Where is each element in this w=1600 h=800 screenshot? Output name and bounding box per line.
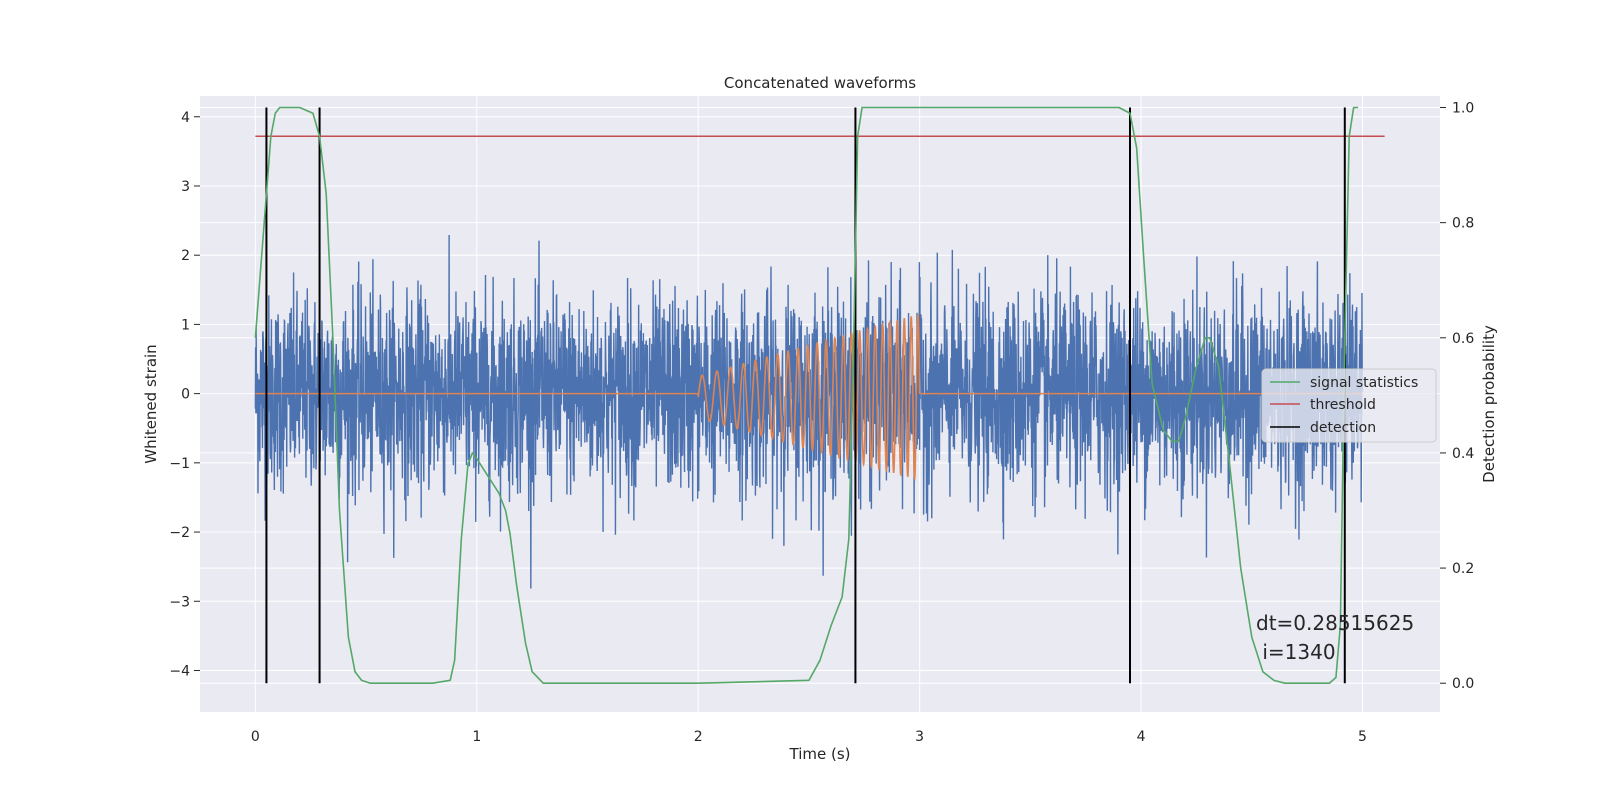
y-axis-label-left: Whitened strain (142, 344, 160, 463)
y-right-tick-label: 0.0 (1452, 676, 1474, 692)
series-whitened-strain (254, 234, 1364, 589)
series-signal-statistics (254, 106, 1359, 685)
chart-title: Concatenated waveforms (724, 74, 916, 92)
y-left-tick-label: 1 (181, 317, 190, 333)
x-tick-label: 2 (694, 729, 703, 745)
legend-label-signal-statistics: signal statistics (1310, 375, 1418, 391)
y-left-tick-label: 0 (181, 387, 190, 403)
y-left-tick-label: −4 (169, 663, 190, 679)
y-left-tick-label: 4 (181, 110, 190, 126)
y-left-tick-label: −2 (169, 525, 190, 541)
y-left-tick-label: 3 (181, 179, 190, 195)
y-left-tick-label: 2 (181, 248, 190, 264)
x-tick-label: 4 (1137, 729, 1146, 745)
y-left-tick-label: −3 (169, 594, 190, 610)
legend-label-detection: detection (1310, 420, 1376, 436)
y-right-tick-label: 0.6 (1452, 331, 1474, 347)
y-right-tick-label: 0.8 (1452, 216, 1474, 232)
y-right-tick-label: 0.4 (1452, 446, 1474, 462)
x-tick-labels: 0 1 2 3 4 5 (251, 729, 1367, 745)
legend-box (1261, 368, 1437, 443)
grid-y-right (200, 107, 1440, 684)
annotation-dt: dt=0.28515625 (1256, 611, 1414, 635)
legend: signal statistics threshold detection (1261, 368, 1437, 443)
plot-series (254, 106, 1385, 685)
series-injected-signal (255, 314, 1363, 482)
y-left-tick-label: −1 (169, 456, 190, 472)
x-axis-label: Time (s) (789, 745, 851, 763)
y-left-tick-labels: −4 −3 −2 −1 0 1 2 3 4 (169, 110, 200, 679)
x-tick-label: 0 (251, 729, 260, 745)
y-right-tick-labels: 0.0 0.2 0.4 0.6 0.8 1.0 (1440, 101, 1474, 692)
y-axis-label-right: Detection probability (1480, 325, 1498, 483)
x-tick-label: 3 (915, 729, 924, 745)
y-right-tick-label: 1.0 (1452, 101, 1474, 117)
x-tick-label: 5 (1358, 729, 1367, 745)
annotation-i: i=1340 (1256, 640, 1336, 664)
grid-y-left (200, 116, 1440, 671)
y-right-tick-label: 0.2 (1452, 561, 1474, 577)
x-tick-label: 1 (472, 729, 481, 745)
legend-label-threshold: threshold (1310, 397, 1376, 413)
